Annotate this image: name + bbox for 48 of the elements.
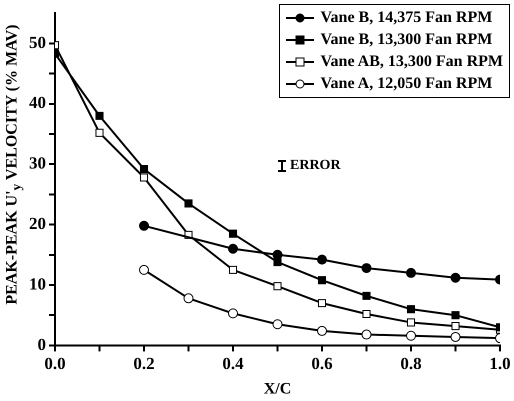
point — [273, 282, 282, 290]
point — [228, 308, 238, 318]
legend-label: Vane B, 13,300 Fan RPM — [320, 31, 492, 48]
point — [140, 173, 148, 182]
point — [362, 310, 371, 318]
x-tick-label: 0.4 — [222, 354, 244, 373]
point — [228, 244, 238, 254]
legend-label: Vane A, 12,050 Fan RPM — [320, 75, 492, 92]
point — [406, 318, 416, 326]
point — [318, 276, 326, 284]
point — [451, 322, 460, 330]
point — [140, 164, 148, 174]
point — [184, 293, 194, 304]
point — [184, 199, 193, 208]
point — [317, 326, 327, 336]
point — [228, 230, 238, 238]
y-tick-label: 50 — [29, 32, 46, 52]
point — [362, 292, 371, 300]
y-tick-label: 20 — [29, 214, 46, 233]
point — [362, 263, 372, 274]
point — [406, 330, 416, 341]
point — [362, 330, 372, 340]
x-tick-label: 0.8 — [400, 354, 422, 373]
point — [95, 112, 104, 120]
y-tick-label: 0 — [38, 334, 46, 354]
x-tick-label: 1.0 — [489, 354, 511, 373]
x-axis-title: X/C — [264, 380, 292, 398]
legend-label: Vane AB, 13,300 Fan RPM — [320, 53, 503, 70]
point — [450, 332, 460, 342]
x-tick-label: 0.0 — [44, 354, 66, 373]
point — [318, 299, 326, 308]
point — [139, 264, 149, 275]
annotation: ERROR — [290, 158, 341, 174]
point — [451, 311, 460, 320]
point — [228, 266, 238, 274]
point — [450, 272, 460, 283]
point — [317, 254, 327, 265]
y-tick-label: 10 — [29, 274, 46, 294]
point — [272, 319, 282, 330]
x-tick-label: 0.6 — [311, 354, 333, 373]
point — [139, 220, 149, 231]
point — [406, 268, 416, 278]
legend-label: Vane B, 14,375 Fan RPM — [320, 9, 492, 26]
y-tick-label: 40 — [29, 93, 46, 112]
point — [95, 128, 104, 137]
y-tick-label: 30 — [29, 154, 46, 173]
point — [406, 305, 416, 314]
x-tick-label: 0.2 — [133, 354, 155, 373]
